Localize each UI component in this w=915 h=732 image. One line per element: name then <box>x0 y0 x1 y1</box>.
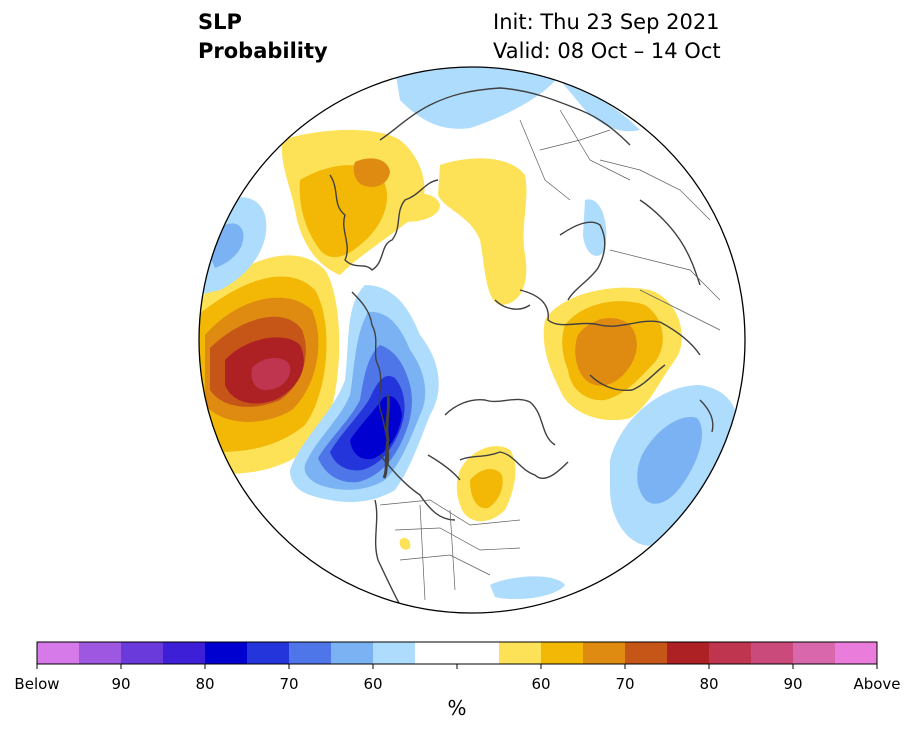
arctic-low-northeast <box>560 80 640 132</box>
colorbar-tick-label: Above <box>853 675 901 693</box>
colorbar-cell <box>163 642 206 664</box>
map-title-left: SLP Probability <box>198 8 328 66</box>
colorbar-tick-label: 70 <box>279 675 299 693</box>
colorbar-cell <box>247 642 290 664</box>
colorbar-cells <box>37 642 878 664</box>
title-valid-range: Valid: 08 Oct – 14 Oct <box>493 39 721 63</box>
arctic-low-north <box>395 67 560 129</box>
colorbar-tick-label: 90 <box>111 675 131 693</box>
canada-low-region <box>290 285 439 502</box>
map-title-right: Init: Thu 23 Sep 2021 Valid: 08 Oct – 14… <box>493 8 721 66</box>
bering-high-region <box>281 129 425 275</box>
scandinavia-low <box>583 199 607 256</box>
europe-high-region <box>543 287 682 421</box>
colorbar-cell <box>499 642 542 664</box>
colorbar-cell <box>835 642 878 664</box>
colorbar-cell <box>625 642 668 664</box>
coastlines <box>329 87 714 606</box>
colorbar-tick-label: 80 <box>195 675 215 693</box>
colorbar-cell <box>751 642 794 664</box>
colorbar-cell <box>457 642 500 664</box>
title-product: Probability <box>198 39 328 63</box>
colorbar-cell <box>793 642 836 664</box>
great-lakes-high-core <box>470 468 503 509</box>
colorbar-ticks <box>36 664 878 669</box>
colorbar-tick-label: 80 <box>699 675 719 693</box>
colorbar-cell <box>373 642 416 664</box>
title-init-date: Init: Thu 23 Sep 2021 <box>493 10 720 34</box>
colorbar-tick-label: 90 <box>783 675 803 693</box>
caribbean-low <box>490 576 565 600</box>
colorbar-cell <box>79 642 122 664</box>
colorbar-cell <box>415 642 458 664</box>
colorbar-tick-label: Below <box>14 675 60 693</box>
political-boundaries <box>379 109 721 601</box>
pacific-high-region <box>199 255 340 474</box>
colorbar-tick-label: 60 <box>531 675 551 693</box>
west-coast-detail <box>382 394 390 479</box>
colorbar-tick-label: 70 <box>615 675 635 693</box>
colorbar-cell <box>331 642 374 664</box>
colorbar-unit: % <box>447 696 467 720</box>
atlantic-low-region <box>610 385 739 546</box>
gulf-high <box>399 537 411 550</box>
colorbar-cell <box>289 642 332 664</box>
colorbar-cell <box>205 642 248 664</box>
colorbar-cell <box>667 642 710 664</box>
colorbar-cell <box>121 642 164 664</box>
map-boundary <box>198 66 746 614</box>
colorbar-cell <box>709 642 752 664</box>
colorbar-cell <box>583 642 626 664</box>
colorbar-cell <box>541 642 584 664</box>
colorbar-cell <box>37 642 80 664</box>
colorbar-tick-label: 60 <box>363 675 383 693</box>
probability-field <box>199 67 739 606</box>
arctic-high-region <box>395 158 527 305</box>
title-variable: SLP <box>198 10 242 34</box>
